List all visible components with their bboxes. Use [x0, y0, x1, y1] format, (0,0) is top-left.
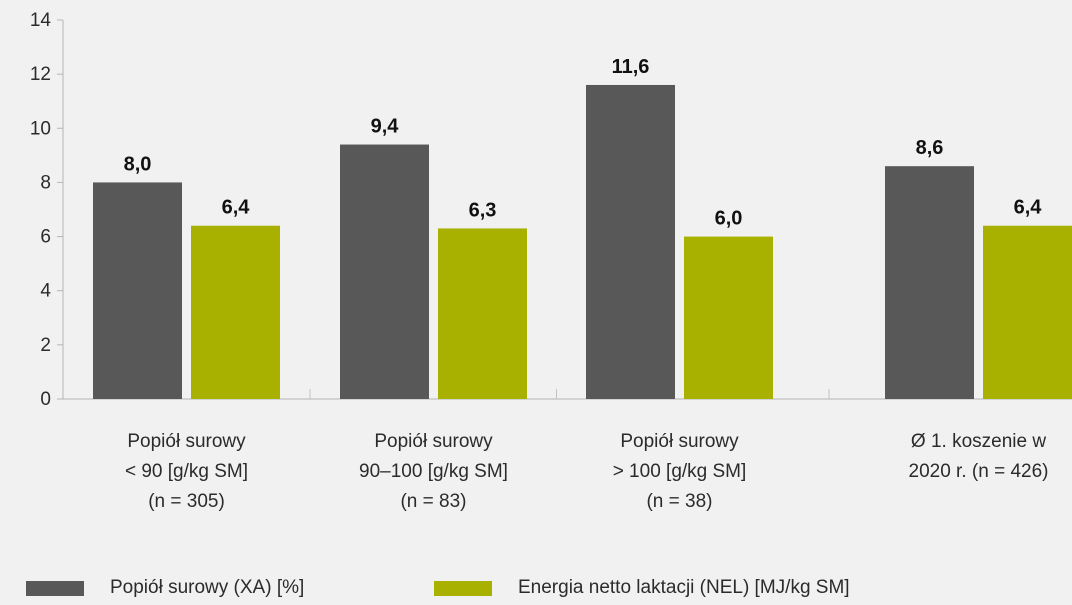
bar-chart: 0 2 4 6 8 10 12 14 8,0 9,4 11,6 8,6 6,4 6,3 6,0 6,4 Popi…: [30, 10, 1072, 512]
legend-swatch-nel: [434, 580, 492, 596]
legend: Popiół surowy (XA) [%] Energia netto lak…: [0, 577, 1072, 605]
data-label: 11,6: [612, 56, 650, 78]
category-label: (n = 38): [646, 491, 712, 512]
data-label: 8,0: [124, 153, 152, 175]
legend-item-xa: Popiół surowy (XA) [%]: [26, 577, 304, 599]
bar-nel: [684, 236, 773, 399]
category-label: Popiół surowy: [127, 431, 246, 452]
y-tick-label: 14: [30, 10, 52, 31]
category-label: < 90 [g/kg SM]: [125, 461, 248, 482]
category-label: (n = 83): [400, 491, 466, 512]
y-tick-label: 0: [40, 389, 51, 410]
category-label: 2020 r. (n = 426): [909, 461, 1049, 482]
bar-nel: [191, 225, 280, 399]
y-tick-label: 10: [30, 118, 51, 139]
y-tick-label: 12: [30, 64, 51, 85]
category-label: > 100 [g/kg SM]: [613, 461, 747, 482]
bar-nel: [983, 225, 1072, 399]
y-tick-label: 4: [40, 281, 51, 302]
category-label: (n = 305): [148, 491, 225, 512]
legend-label-nel: Energia netto laktacji (NEL) [MJ/kg SM]: [518, 577, 850, 598]
data-label: 6,3: [469, 199, 497, 221]
bar-nel: [438, 228, 527, 399]
category-label: Popiół surowy: [620, 431, 739, 452]
category-label: Popiół surowy: [374, 431, 493, 452]
data-label: 6,4: [1014, 197, 1043, 219]
y-tick-label: 2: [40, 335, 51, 356]
category-label: 90–100 [g/kg SM]: [359, 461, 508, 482]
y-tick-label: 6: [40, 227, 51, 248]
data-label: 9,4: [371, 116, 400, 138]
legend-swatch-xa: [26, 580, 84, 596]
category-label: Ø 1. koszenie w: [911, 431, 1046, 452]
bar-xa: [93, 182, 182, 399]
data-label: 8,6: [916, 137, 944, 159]
data-label: 6,0: [715, 208, 743, 230]
bar-xa: [586, 84, 675, 399]
bar-xa: [885, 166, 974, 399]
legend-item-nel: Energia netto laktacji (NEL) [MJ/kg SM]: [434, 577, 850, 599]
data-label: 6,4: [222, 197, 251, 219]
bar-xa: [340, 144, 429, 399]
y-tick-label: 8: [40, 172, 51, 193]
legend-label-xa: Popiół surowy (XA) [%]: [110, 577, 305, 598]
